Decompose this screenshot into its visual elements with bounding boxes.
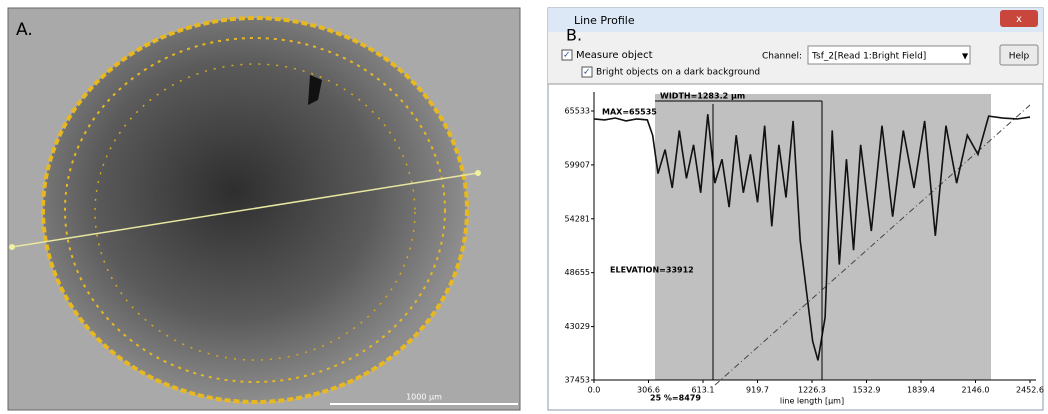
baseline — [714, 104, 1031, 386]
close-icon: x — [1016, 14, 1022, 25]
outline-inner — [64, 37, 446, 383]
debris — [308, 75, 322, 105]
x-tick-label: 2146.0 — [961, 386, 989, 395]
dialog: Line Profile x ✓ Measure object ✓ Bright… — [547, 7, 1044, 411]
x-tick-label: 306.6 — [637, 386, 660, 395]
x-tick-label: 613.1 — [692, 386, 715, 395]
annotation: MAX=65535 — [602, 108, 657, 117]
channel-dropdown[interactable] — [807, 45, 971, 65]
checkbox[interactable] — [581, 66, 593, 78]
x-tick-label: 1532.9 — [853, 386, 881, 395]
profile-line — [11, 172, 479, 248]
y-tick-label: 37453 — [565, 376, 590, 385]
outline-inner — [94, 63, 416, 361]
check-mark: ✓ — [563, 51, 571, 61]
checkbox[interactable] — [561, 49, 573, 61]
scale-bar-label: 1000 µm — [406, 393, 442, 402]
close-button[interactable] — [1000, 10, 1038, 27]
line-end — [475, 170, 481, 176]
x-tick-label: 1839.4 — [907, 386, 935, 395]
profile-line — [593, 114, 1031, 361]
checkbox-label: Bright objects on a dark background — [596, 68, 760, 78]
dropdown-arrow: ▼ — [962, 52, 969, 61]
y-tick-label: 59907 — [565, 160, 590, 169]
channel-label: Channel: — [762, 52, 802, 62]
annotation: ELEVATION=33912 — [610, 266, 694, 275]
title-bar — [548, 8, 1043, 32]
x-tick-label: 2452.6 — [1016, 386, 1044, 395]
help-label: Help — [1009, 52, 1030, 62]
spheroid — [43, 18, 467, 402]
x-axis-label: line length [µm] — [780, 397, 844, 406]
checkbox-label: Measure object — [576, 50, 653, 61]
dialog-title: Line Profile — [574, 14, 635, 27]
channel-value: Tsf_2[Read 1:Bright Field] — [811, 52, 926, 62]
microscope-panel: 1000 µm A. — [7, 7, 521, 411]
y-tick-label: 65533 — [565, 107, 590, 116]
y-tick-label: 54281 — [565, 214, 590, 223]
check-mark: ✓ — [583, 68, 591, 78]
annotation: 25 %=8479 — [650, 394, 701, 403]
panel-label: B. — [566, 26, 582, 45]
x-tick-label: 1226.3 — [798, 386, 826, 395]
outline — [41, 16, 469, 404]
y-tick-label: 43029 — [565, 322, 590, 331]
x-tick-label: 919.7 — [746, 386, 769, 395]
y-tick-label: 48655 — [565, 268, 590, 277]
panel-label: A. — [16, 20, 33, 40]
help-button[interactable] — [999, 44, 1039, 66]
line-end — [9, 244, 15, 250]
annotation: WIDTH=1283.2 µm — [660, 92, 745, 101]
profile-chart: 37453 43029 48655 54281 59907 65533 0.0 306.6 61… — [565, 92, 1044, 406]
x-tick-label: 0.0 — [588, 386, 601, 395]
